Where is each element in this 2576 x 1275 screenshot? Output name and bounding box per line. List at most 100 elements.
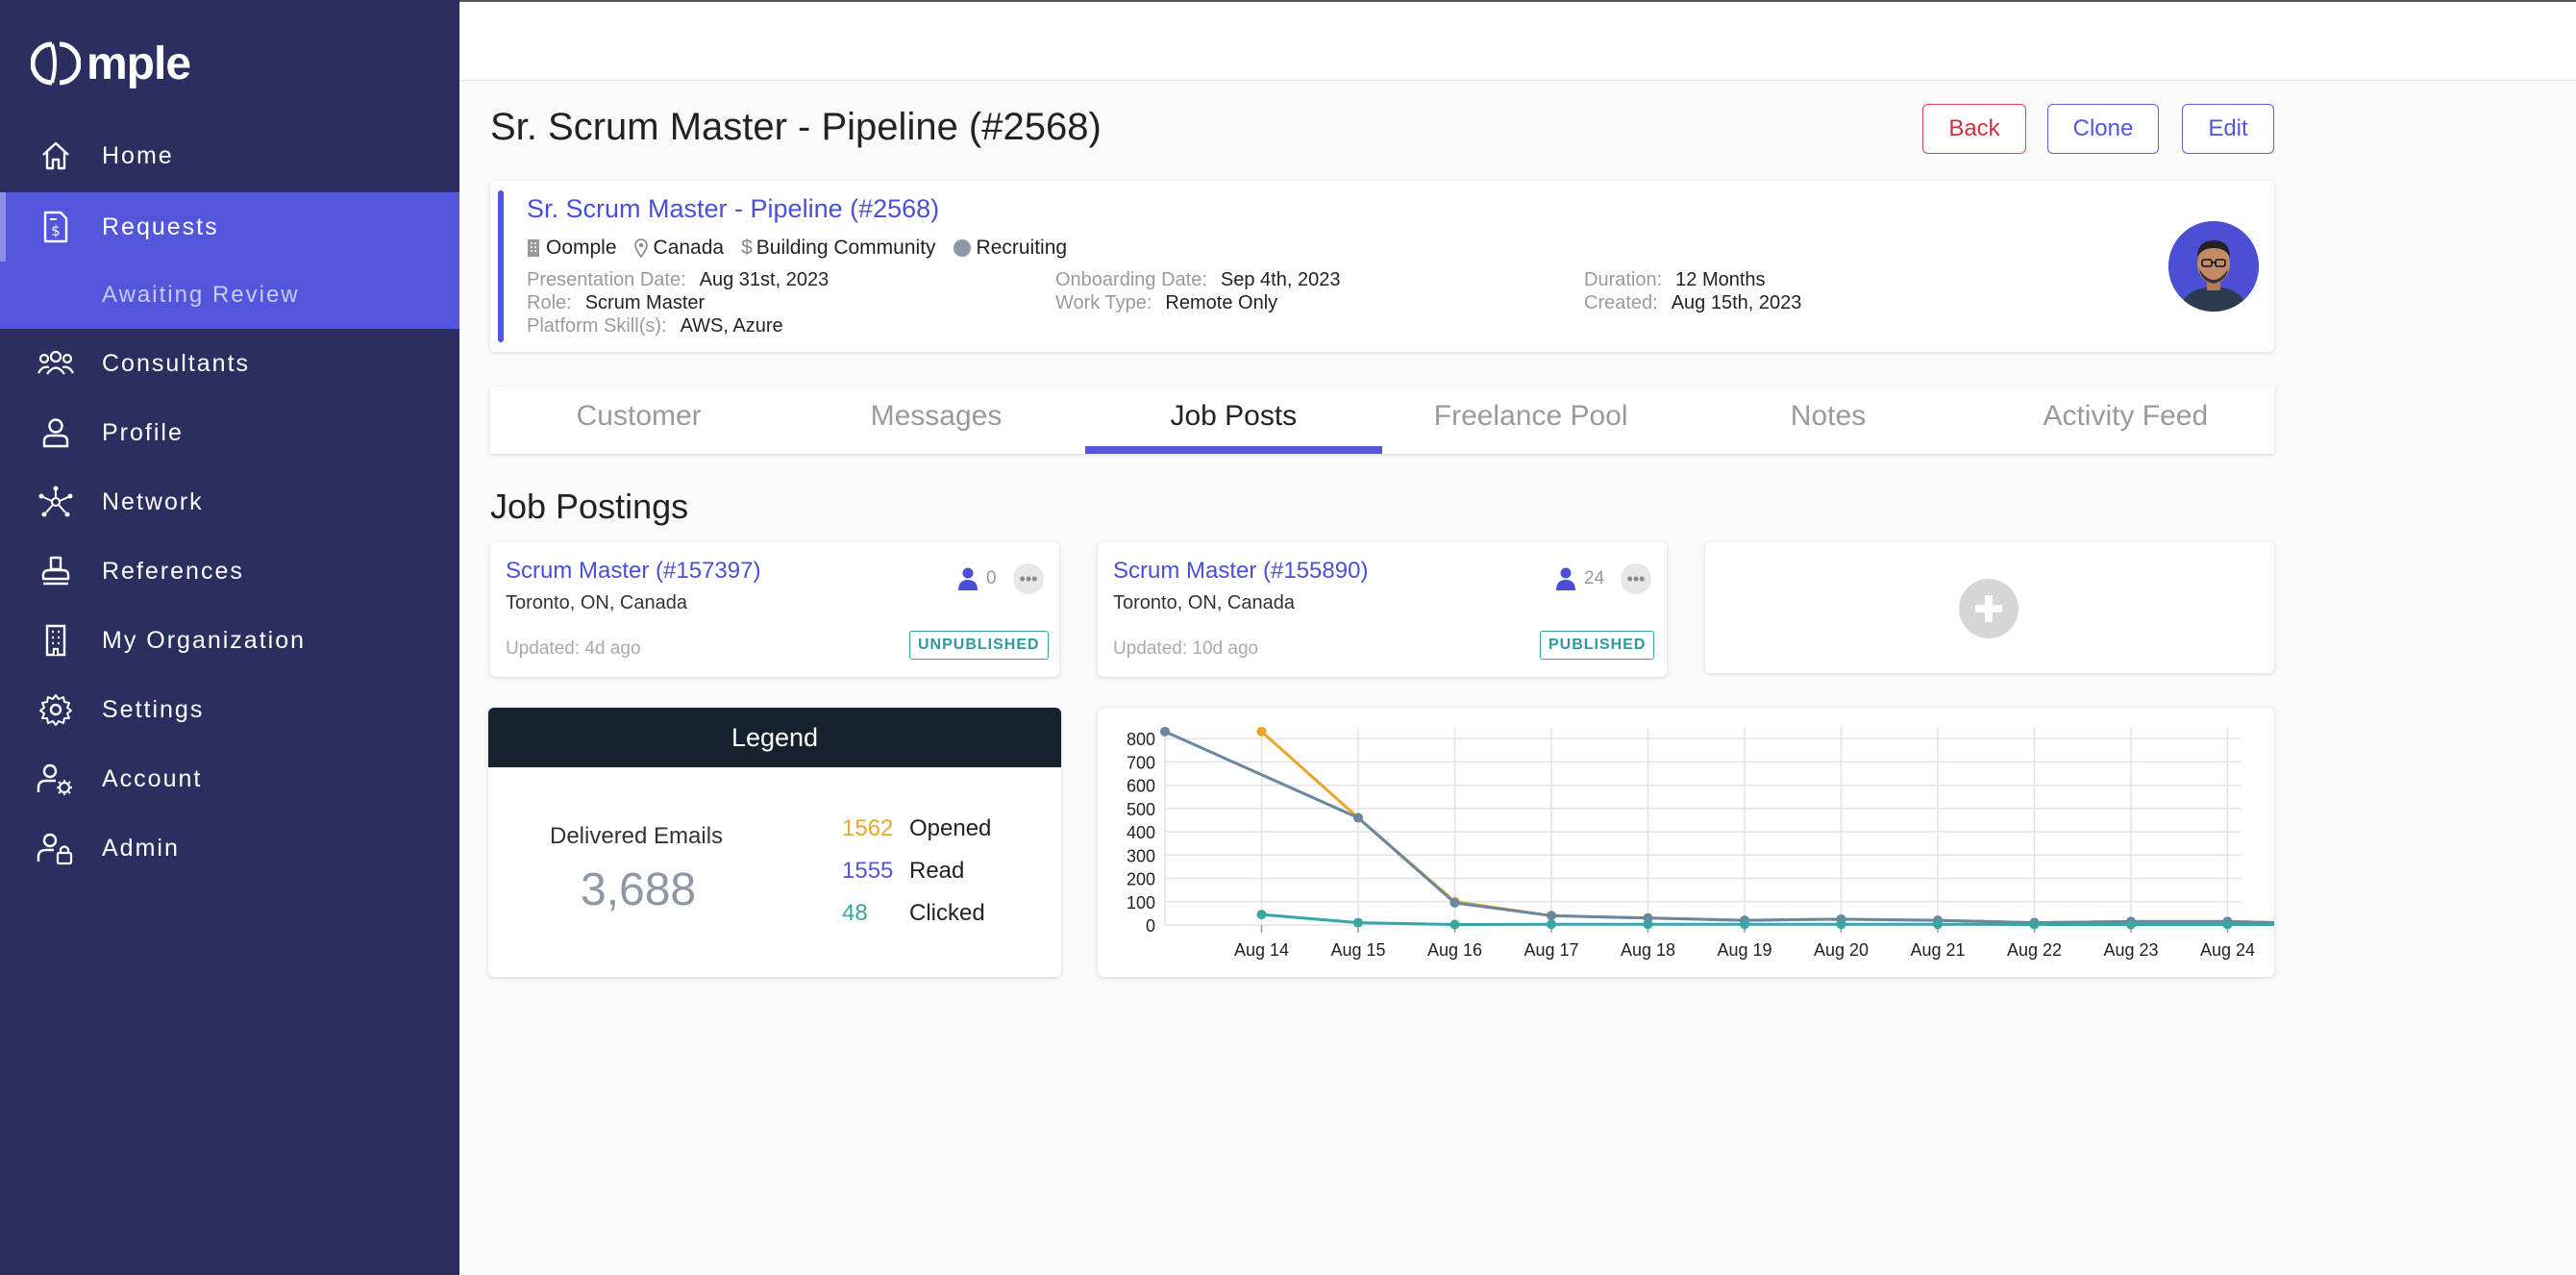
job-posting-location: Toronto, ON, Canada — [1113, 592, 1295, 613]
sidebar-item-requests[interactable]: $ Requests — [0, 192, 459, 262]
tab-bar: Customer Messages Job Posts Freelance Po… — [490, 387, 2274, 454]
series-point — [1547, 911, 1556, 921]
sidebar-item-label: Requests — [102, 212, 219, 240]
field-label: Duration: — [1584, 269, 1663, 290]
field-value: AWS, Azure — [680, 315, 783, 337]
x-tick-label: Aug 23 — [2103, 940, 2158, 960]
job-posting-title[interactable]: Scrum Master (#155890) — [1113, 558, 1369, 584]
sidebar-item-label: Settings — [102, 695, 205, 723]
status-dot-icon — [953, 239, 971, 257]
job-posting-card[interactable]: Scrum Master (#157397) Toronto, ON, Cana… — [490, 542, 1059, 677]
series-point — [1449, 919, 1460, 930]
sidebar-item-label: References — [102, 557, 244, 585]
tab-messages[interactable]: Messages — [870, 400, 1003, 432]
applicant-count-value: 0 — [986, 568, 997, 588]
edit-button[interactable]: Edit — [2182, 104, 2274, 154]
field-label: Platform Skill(s): — [527, 315, 667, 337]
sidebar-item-label: My Organization — [102, 626, 307, 654]
series-point — [1643, 919, 1653, 930]
field-value: Remote Only — [1165, 292, 1278, 313]
series-point — [1740, 919, 1749, 930]
logo-mark-icon — [31, 41, 81, 86]
x-tick-label: Aug 14 — [1234, 940, 1289, 960]
tab-activity-feed[interactable]: Activity Feed — [2043, 400, 2209, 432]
series-point — [1256, 910, 1267, 920]
sidebar-item-admin[interactable]: Admin — [0, 813, 459, 883]
email-activity-chart: 0 100 200 300 400 500 600 700 800 Aug 14 Aug 15 Aug… — [1127, 726, 2325, 960]
card-accent-bar — [498, 190, 504, 342]
legend-label: Clicked — [909, 900, 985, 926]
more-options-button[interactable]: ••• — [1013, 563, 1044, 594]
x-tick-label: Aug 24 — [2200, 940, 2255, 960]
delivered-emails-value: 3,688 — [581, 864, 697, 915]
x-tick-label: Aug 21 — [1910, 940, 1965, 960]
add-icon[interactable] — [1959, 579, 2019, 638]
person-icon — [958, 567, 978, 590]
series-point — [1547, 919, 1556, 930]
sidebar-item-references[interactable]: References — [0, 537, 459, 606]
field-label: Role: — [527, 292, 572, 313]
back-button[interactable]: Back — [1922, 104, 2026, 154]
map-pin-icon — [633, 238, 648, 258]
tab-freelance-pool[interactable]: Freelance Pool — [1433, 400, 1628, 432]
field-value: 12 Months — [1675, 269, 1766, 290]
presentation-date-field: Presentation Date: Aug 31st, 2023 — [527, 269, 829, 291]
network-icon — [37, 483, 75, 521]
field-value: Sep 4th, 2023 — [1220, 269, 1341, 290]
job-posting-card[interactable]: Scrum Master (#155890) Toronto, ON, Cana… — [1098, 542, 1667, 677]
tab-notes[interactable]: Notes — [1790, 400, 1867, 432]
consultants-icon — [37, 344, 75, 383]
status-name: Recruiting — [976, 237, 1068, 259]
request-title-link[interactable]: Sr. Scrum Master - Pipeline (#2568) — [527, 194, 940, 223]
sidebar-subitem-awaiting-review[interactable]: Awaiting Review — [0, 262, 459, 329]
svg-text:$: $ — [51, 222, 61, 239]
sidebar-item-my-organization[interactable]: My Organization — [0, 606, 459, 675]
clone-button[interactable]: Clone — [2047, 104, 2159, 154]
legend-label: Read — [909, 858, 965, 884]
y-tick-label: 600 — [1127, 777, 1155, 796]
company-tag: Oomple — [527, 237, 617, 260]
legend-row-clicked: 48 Clicked — [842, 900, 985, 927]
job-posting-updated: Updated: 10d ago — [1113, 638, 1259, 659]
field-value: Aug 31st, 2023 — [699, 269, 830, 290]
building-icon — [528, 239, 539, 257]
job-posting-location: Toronto, ON, Canada — [506, 592, 687, 613]
sidebar-item-consultants[interactable]: Consultants — [0, 329, 459, 398]
status-badge: PUBLISHED — [1540, 631, 1655, 660]
request-tags: Oomple Canada $ Building Community Recru… — [527, 237, 1084, 260]
more-options-button[interactable]: ••• — [1621, 563, 1651, 594]
x-tick-label: Aug 18 — [1621, 940, 1675, 960]
series-point — [1160, 726, 1170, 737]
app-logo[interactable]: mple — [31, 35, 191, 92]
sidebar-item-account[interactable]: Account — [0, 744, 459, 813]
legend-label: Opened — [909, 815, 992, 841]
tab-job-posts[interactable]: Job Posts — [1084, 387, 1383, 454]
job-posting-title[interactable]: Scrum Master (#157397) — [506, 558, 761, 584]
sidebar-item-network[interactable]: Network — [0, 467, 459, 537]
series-point — [1449, 897, 1460, 908]
y-tick-label: 800 — [1127, 730, 1155, 749]
requests-icon: $ — [37, 208, 75, 246]
sidebar-item-label: Network — [102, 488, 204, 515]
gear-icon — [37, 690, 75, 729]
tab-customer[interactable]: Customer — [576, 400, 702, 432]
sidebar-item-home[interactable]: Home — [0, 121, 459, 190]
building-icon — [37, 621, 75, 660]
y-tick-label: 300 — [1127, 846, 1155, 865]
person-icon — [1556, 567, 1575, 590]
top-bar — [459, 0, 2576, 81]
location-tag: Canada — [633, 237, 724, 260]
work-type-field: Work Type: Remote Only — [1055, 292, 1277, 314]
email-legend-card: Legend Delivered Emails 3,688 1562 Opene… — [488, 708, 1061, 977]
logo-text: mple — [87, 38, 191, 89]
series-point — [1836, 919, 1846, 930]
y-tick-label: 700 — [1127, 753, 1155, 772]
add-job-posting-card[interactable] — [1705, 542, 2274, 673]
email-activity-chart-card: 0 100 200 300 400 500 600 700 800 Aug 14 Aug 15 Aug… — [1098, 708, 2325, 977]
legend-row-opened: 1562 Opened — [842, 815, 991, 842]
sidebar: mple Home $ Requests Awaiting Review Con… — [0, 0, 459, 1275]
series-point — [2222, 919, 2233, 930]
sidebar-item-profile[interactable]: Profile — [0, 398, 459, 467]
sidebar-item-settings[interactable]: Settings — [0, 675, 459, 744]
avatar[interactable] — [2168, 221, 2259, 312]
